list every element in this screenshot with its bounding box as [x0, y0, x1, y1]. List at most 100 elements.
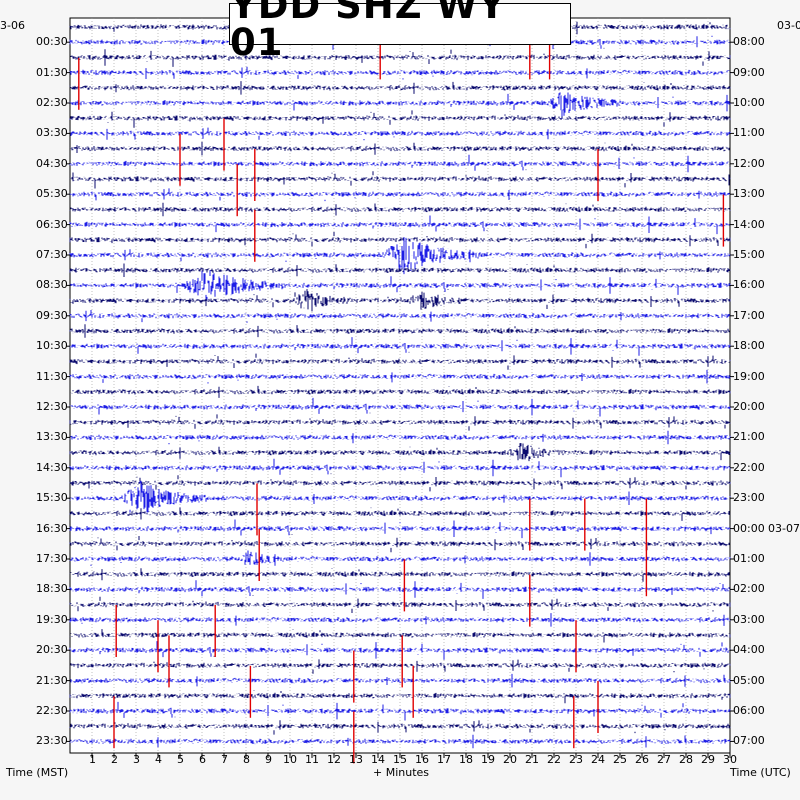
trace-row-22 [69, 351, 731, 370]
x-tick-label: 21 [525, 753, 539, 766]
trace-row-47 [69, 734, 731, 749]
left-axis-label: Time (MST) [6, 766, 69, 779]
x-tick-label: 17 [437, 753, 451, 766]
left-tick-label: 13:30 [36, 430, 68, 444]
right-tick-label: 12:00 [733, 156, 765, 170]
left-tick-label: 19:30 [36, 612, 68, 626]
x-tick-label: 29 [701, 753, 715, 766]
trace-row-12 [69, 202, 731, 217]
right-tick-label: 19:00 [733, 369, 765, 383]
left-tick-label: 16:30 [36, 521, 68, 535]
left-tick-label: 20:30 [36, 643, 68, 657]
trace-row-30 [69, 473, 731, 492]
x-tick-label: 14 [371, 753, 385, 766]
right-tick-label: 05:00 [733, 673, 765, 687]
left-tick-label: 03:30 [36, 126, 68, 140]
right-date-change-label: 03-07 [768, 521, 800, 535]
trace-row-26 [69, 412, 731, 431]
x-tick-label: 6 [199, 753, 206, 766]
trace-row-9 [69, 154, 731, 173]
chart-title: YDD SHZ WY 01 [230, 0, 507, 64]
x-tick-label: 19 [481, 753, 495, 766]
trace-row-35 [69, 550, 731, 566]
x-tick-label: 11 [305, 753, 319, 766]
x-tick-label: 26 [635, 753, 649, 766]
trace-row-13 [69, 215, 730, 235]
right-tick-label: 09:00 [733, 65, 765, 79]
left-tick-label: 14:30 [36, 460, 68, 474]
left-date-label: 3-06 [0, 19, 25, 32]
trace-row-4 [69, 81, 731, 95]
right-tick-label: 01:00 [733, 552, 765, 565]
trace-row-5 [69, 92, 731, 119]
x-tick-label: 8 [243, 753, 250, 766]
left-tick-label: 21:30 [36, 673, 68, 687]
x-tick-label: 30 [723, 753, 737, 766]
trace-layer [69, 21, 731, 749]
right-tick-label: 16:00 [733, 278, 765, 292]
x-tick-label: 25 [613, 753, 627, 766]
x-tick-label: 1 [89, 753, 96, 766]
right-tick-label: 20:00 [733, 400, 765, 413]
trace-row-25 [69, 397, 731, 417]
left-tick-label: 17:30 [36, 552, 68, 565]
right-tick-label: 14:00 [733, 217, 765, 231]
right-tick-label: 08:00 [733, 35, 765, 49]
x-tick-label: 22 [547, 753, 561, 766]
left-tick-label: 06:30 [36, 217, 68, 231]
trace-row-27 [69, 430, 731, 445]
right-date-label: 03-0 [777, 19, 800, 32]
left-tick-label: 01:30 [36, 65, 68, 79]
left-tick-label: 10:30 [36, 339, 68, 353]
right-tick-label: 23:00 [733, 491, 765, 505]
trace-row-32 [69, 507, 731, 521]
title-box: YDD SHZ WY 01 [229, 0, 571, 61]
left-tick-label: 09:30 [36, 308, 68, 322]
left-tick-label: 07:30 [36, 248, 68, 261]
right-tick-label: 03:00 [733, 612, 765, 626]
x-tick-label: 7 [221, 753, 228, 766]
left-tick-label: 11:30 [36, 369, 68, 383]
right-tick-label: 06:00 [733, 704, 765, 717]
right-tick-label: 22:00 [733, 460, 765, 474]
x-axis-label: + Minutes [373, 766, 430, 779]
left-tick-label: 12:30 [36, 400, 68, 413]
trace-row-44 [69, 690, 731, 704]
left-tick-label: 00:30 [36, 35, 68, 49]
right-tick-label: 07:00 [733, 734, 765, 748]
right-tick-label: 15:00 [733, 248, 765, 261]
right-tick-label: 17:00 [733, 308, 765, 322]
trace-row-14 [69, 230, 731, 249]
x-tick-label: 13 [349, 753, 363, 766]
right-tick-label: 02:00 [733, 582, 765, 596]
trace-row-2 [70, 47, 731, 67]
trace-row-19 [69, 310, 731, 323]
right-tick-label: 04:00 [733, 643, 765, 657]
tick-layer [66, 41, 734, 758]
trace-row-39 [69, 613, 731, 627]
trace-row-43 [69, 673, 731, 688]
trace-row-42 [69, 655, 731, 674]
trace-row-16 [69, 263, 731, 277]
left-tick-label: 22:30 [36, 704, 68, 717]
left-tick-label: 23:30 [36, 734, 68, 748]
left-tick-label: 08:30 [36, 278, 68, 292]
x-tick-label: 20 [503, 753, 517, 766]
x-tick-label: 23 [569, 753, 583, 766]
trace-row-28 [69, 443, 731, 462]
left-tick-label: 15:30 [36, 491, 68, 505]
trace-row-18 [69, 289, 731, 312]
x-tick-label: 27 [657, 753, 671, 766]
right-tick-label: 00:00 [733, 521, 765, 535]
trace-row-40 [69, 629, 731, 643]
left-tick-label: 04:30 [36, 156, 68, 170]
x-tick-label: 10 [283, 753, 297, 766]
left-tick-label: 02:30 [36, 96, 68, 109]
left-tick-label: 05:30 [36, 187, 68, 201]
right-tick-label: 13:00 [733, 187, 765, 201]
trace-row-17 [69, 270, 731, 301]
left-tick-label: 18:30 [36, 582, 68, 596]
trace-row-37 [69, 580, 731, 599]
x-tick-label: 4 [155, 753, 162, 766]
